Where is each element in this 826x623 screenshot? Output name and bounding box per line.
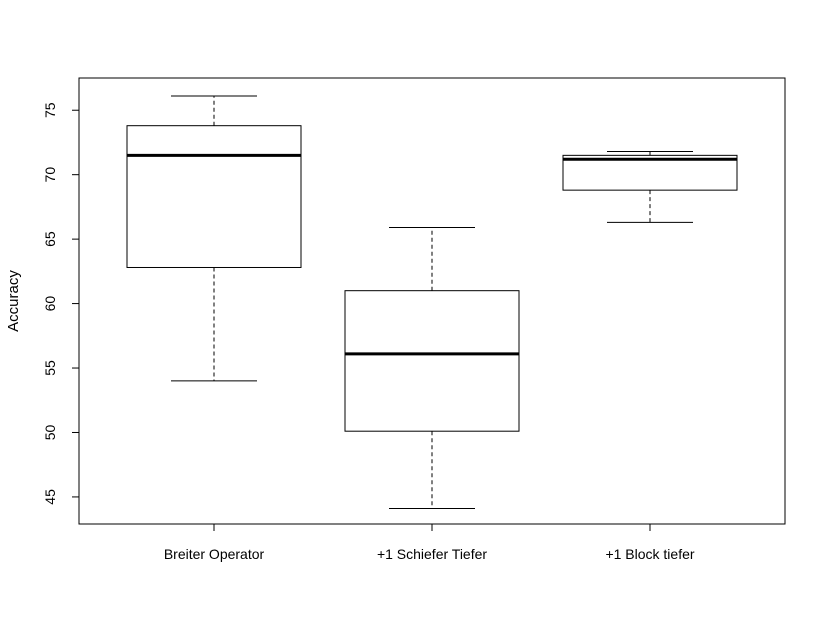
- x-tick-label: +1 Schiefer Tiefer: [377, 546, 487, 562]
- y-tick-label: 65: [42, 231, 58, 247]
- box-2: [344, 227, 520, 510]
- x-tick-label: +1 Block tiefer: [605, 546, 694, 562]
- y-axis: 45 50 55 60 65 70 75: [42, 102, 80, 505]
- iqr-box: [562, 154, 738, 191]
- box-3: [562, 150, 738, 223]
- y-tick-label: 70: [42, 167, 58, 183]
- box-1: [126, 95, 302, 382]
- y-tick-label: 60: [42, 296, 58, 312]
- x-tick-label: Breiter Operator: [164, 546, 265, 562]
- y-tick-label: 45: [42, 489, 58, 505]
- boxes-group: [126, 95, 738, 510]
- y-tick-label: 55: [42, 360, 58, 376]
- iqr-box: [126, 125, 302, 268]
- iqr-box: [344, 290, 520, 432]
- y-tick-label: 75: [42, 102, 58, 118]
- y-axis-label: Accuracy: [5, 270, 22, 332]
- y-tick-label: 50: [42, 424, 58, 440]
- x-axis: Breiter Operator +1 Schiefer Tiefer +1 Blo…: [164, 523, 695, 562]
